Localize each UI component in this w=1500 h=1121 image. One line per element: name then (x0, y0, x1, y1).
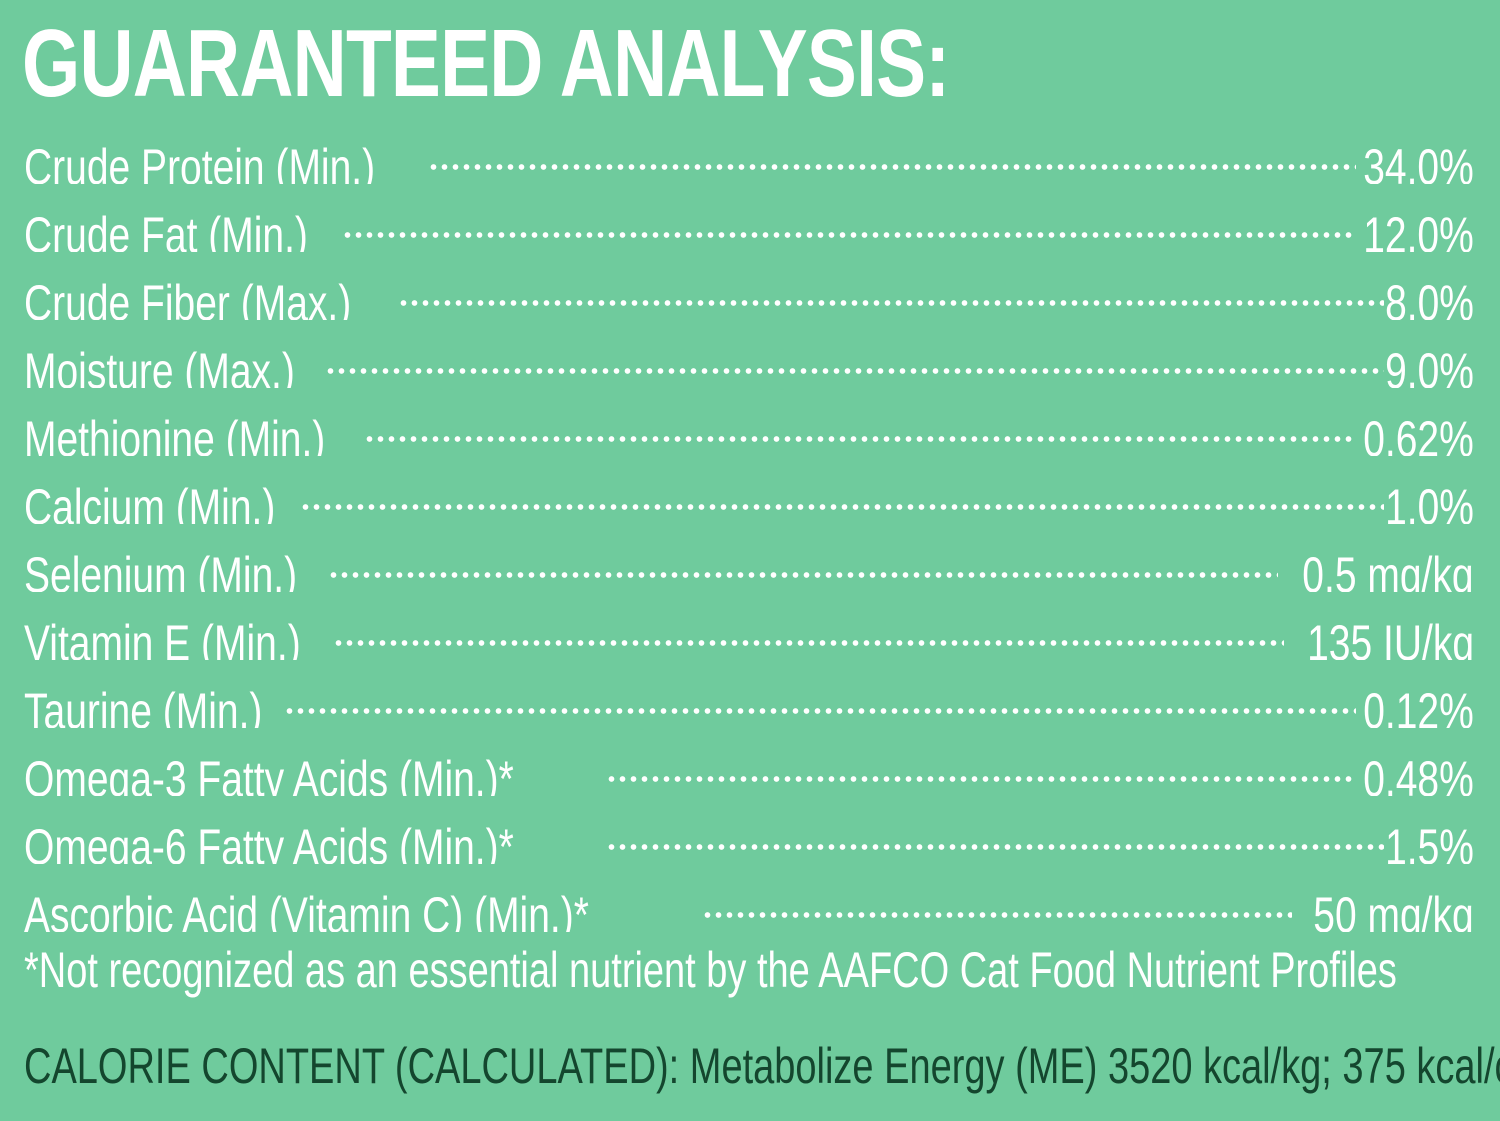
dot-leader (428, 116, 1357, 184)
nutrient-label: Methionine (Min.) (24, 411, 326, 456)
dot-leader (328, 524, 1279, 592)
analysis-row-selenium: Selenium (Min.) 0.5 mg/kg (24, 524, 1474, 592)
nutrient-value: 12.0% (1363, 207, 1474, 252)
analysis-row-taurine: Taurine (Min.) 0.12% (24, 660, 1474, 728)
nutrient-value: 1.5% (1385, 819, 1474, 864)
nutrient-label: Omega-6 Fatty Acids (Min.)* (24, 819, 514, 864)
analysis-row-ascorbic-acid: Ascorbic Acid (Vitamin C) (Min.)* 50 mg/… (24, 864, 1474, 932)
analysis-row-crude-protein: Crude Protein (Min.) 34.0% (24, 116, 1474, 184)
nutrient-value: 0.48% (1363, 751, 1474, 796)
footnote: *Not recognized as an essential nutrient… (24, 942, 1397, 998)
dot-leader (283, 660, 1357, 728)
dot-leader (702, 864, 1293, 932)
dot-leader (332, 592, 1284, 660)
dot-leader (605, 728, 1357, 796)
dot-leader (325, 320, 1384, 388)
nutrient-label: Ascorbic Acid (Vitamin C) (Min.)* (24, 887, 589, 932)
nutrient-value: 0.12% (1363, 683, 1474, 728)
nutrient-label: Crude Fiber (Max.) (24, 275, 352, 320)
nutrient-label: Crude Fat (Min.) (24, 207, 308, 252)
analysis-row-omega-6: Omega-6 Fatty Acids (Min.)* 1.5% (24, 796, 1474, 864)
nutrient-label: Taurine (Min.) (24, 683, 263, 728)
nutrient-value: 34.0% (1363, 139, 1474, 184)
analysis-row-methionine: Methionine (Min.) 0.62% (24, 388, 1474, 456)
page-title: GUARANTEED ANALYSIS: (22, 10, 950, 117)
analysis-row-crude-fiber: Crude Fiber (Max.) 8.0% (24, 252, 1474, 320)
analysis-row-moisture: Moisture (Max.) 9.0% (24, 320, 1474, 388)
nutrient-value: 135 IU/kg (1307, 615, 1474, 660)
analysis-row-crude-fat: Crude Fat (Min.) 12.0% (24, 184, 1474, 252)
dot-leader (341, 184, 1357, 252)
nutrient-label: Selenium (Min.) (24, 547, 298, 592)
nutrient-label: Calcium (Min.) (24, 479, 276, 524)
calorie-content: CALORIE CONTENT (CALCULATED): Metabolize… (24, 1038, 1500, 1094)
nutrient-value: 0.62% (1363, 411, 1474, 456)
nutrient-value: 1.0% (1385, 479, 1474, 524)
nutrient-value: 50 mg/kg (1313, 887, 1474, 932)
dot-leader (300, 456, 1384, 524)
nutrient-label: Crude Protein (Min.) (24, 139, 376, 184)
nutrient-label: Vitamin E (Min.) (24, 615, 301, 660)
dot-leader (364, 388, 1357, 456)
analysis-row-calcium: Calcium (Min.) 1.0% (24, 456, 1474, 524)
nutrient-value: 9.0% (1385, 343, 1474, 388)
analysis-row-omega-3: Omega-3 Fatty Acids (Min.)* 0.48% (24, 728, 1474, 796)
nutrient-value: 8.0% (1385, 275, 1474, 320)
nutrient-label: Omega-3 Fatty Acids (Min.)* (24, 751, 514, 796)
dot-leader (397, 252, 1385, 320)
dot-leader (605, 796, 1385, 864)
nutrient-label: Moisture (Max.) (24, 343, 295, 388)
nutrient-value: 0.5 mg/kg (1302, 547, 1474, 592)
analysis-table: Crude Protein (Min.) 34.0% Crude Fat (Mi… (24, 116, 1474, 932)
analysis-row-vitamin-e: Vitamin E (Min.) 135 IU/kg (24, 592, 1474, 660)
